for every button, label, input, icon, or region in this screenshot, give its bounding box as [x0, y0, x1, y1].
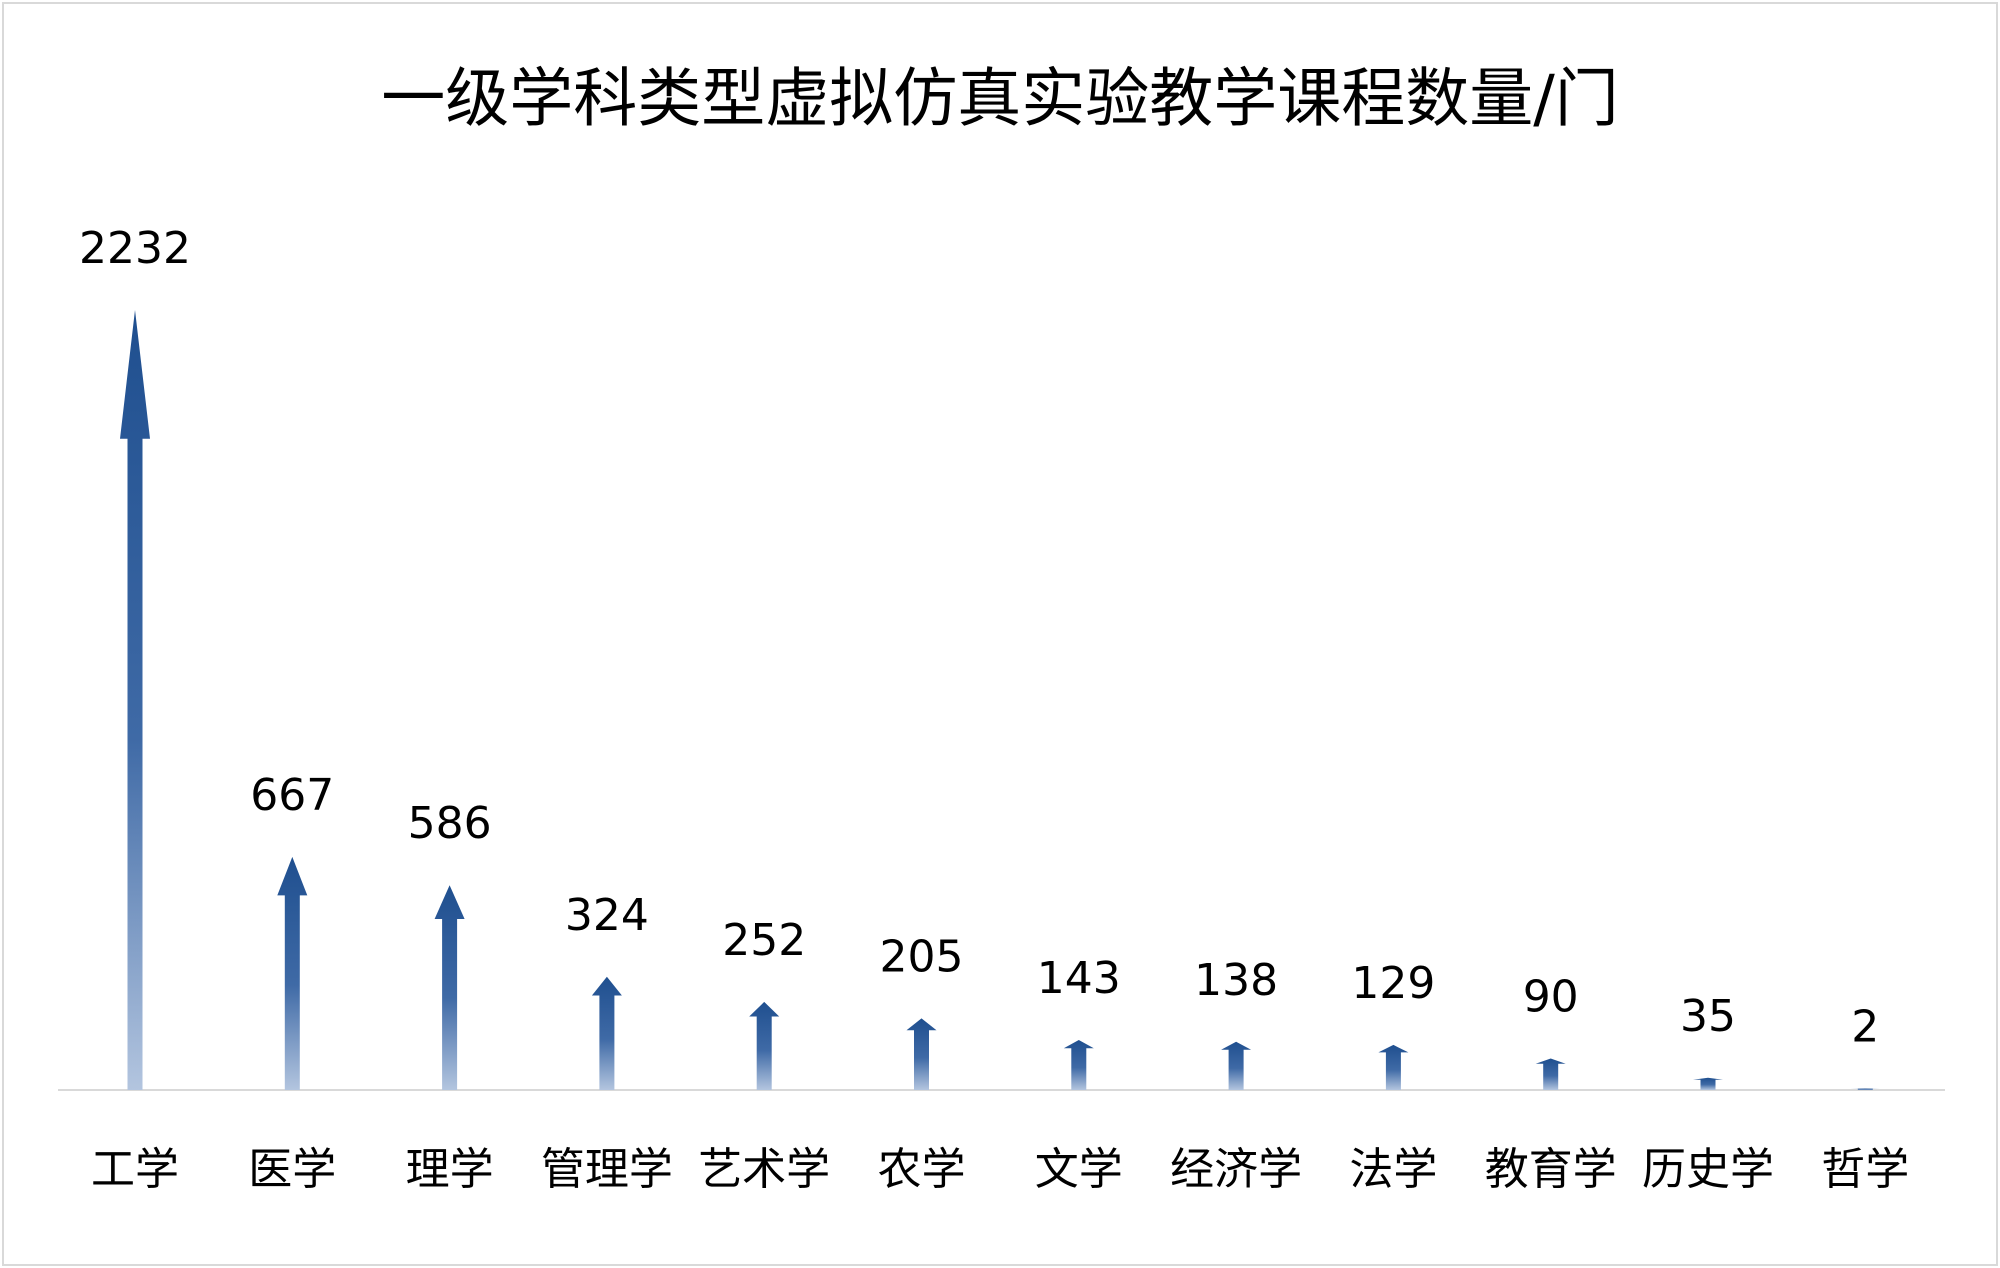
- data-label-4: 324: [565, 890, 649, 941]
- bar-marks: [120, 310, 1881, 1090]
- category-label-8: 经济学: [1170, 1144, 1302, 1195]
- category-label-5: 艺术学: [698, 1144, 830, 1195]
- data-label-2: 667: [250, 770, 334, 821]
- category-label-6: 农学: [878, 1144, 966, 1195]
- bar-arrow-8: [1221, 1041, 1252, 1090]
- bar-arrow-5: [749, 1001, 780, 1090]
- bar-arrow-2: [277, 856, 308, 1090]
- data-label-5: 252: [722, 915, 806, 966]
- category-label-11: 历史学: [1642, 1144, 1774, 1195]
- category-label-3: 理学: [406, 1144, 494, 1195]
- bar-arrow-3: [434, 885, 465, 1090]
- bar-arrow-9: [1378, 1044, 1409, 1090]
- category-label-2: 医学: [248, 1144, 336, 1195]
- bar-arrow-6: [906, 1018, 937, 1090]
- data-label-11: 35: [1680, 991, 1736, 1042]
- data-label-8: 138: [1194, 955, 1278, 1006]
- bar-arrow-1: [120, 310, 150, 1090]
- category-label-9: 法学: [1349, 1144, 1437, 1195]
- data-label-3: 586: [408, 798, 492, 849]
- bar-arrow-7: [1063, 1040, 1094, 1090]
- bar-arrow-4: [591, 976, 622, 1090]
- data-label-7: 143: [1037, 953, 1121, 1004]
- data-label-1: 2232: [79, 223, 191, 274]
- bar-arrow-12: [1850, 1088, 1881, 1090]
- category-label-1: 工学: [91, 1144, 179, 1195]
- chart-title: 一级学科类型虚拟仿真实验教学课程数量/门: [381, 63, 1619, 137]
- data-label-9: 129: [1351, 958, 1435, 1009]
- category-label-12: 哲学: [1821, 1144, 1909, 1195]
- data-label-10: 90: [1523, 972, 1579, 1023]
- category-label-4: 管理学: [541, 1144, 673, 1195]
- bar-arrow-11: [1693, 1077, 1723, 1090]
- data-label-12: 2: [1851, 1002, 1879, 1053]
- data-labels: 2232 667 586 324 252 205 143 138 129 90 35 2: [79, 223, 1879, 1053]
- data-label-6: 205: [880, 931, 964, 982]
- category-label-10: 教育学: [1485, 1144, 1617, 1195]
- bar-arrow-10: [1535, 1058, 1566, 1090]
- category-label-7: 文学: [1035, 1144, 1123, 1195]
- category-axis-labels: 工学 医学 理学 管理学 艺术学 农学 文学 经济学 法学 教育学 历史学 哲学: [91, 1144, 1909, 1195]
